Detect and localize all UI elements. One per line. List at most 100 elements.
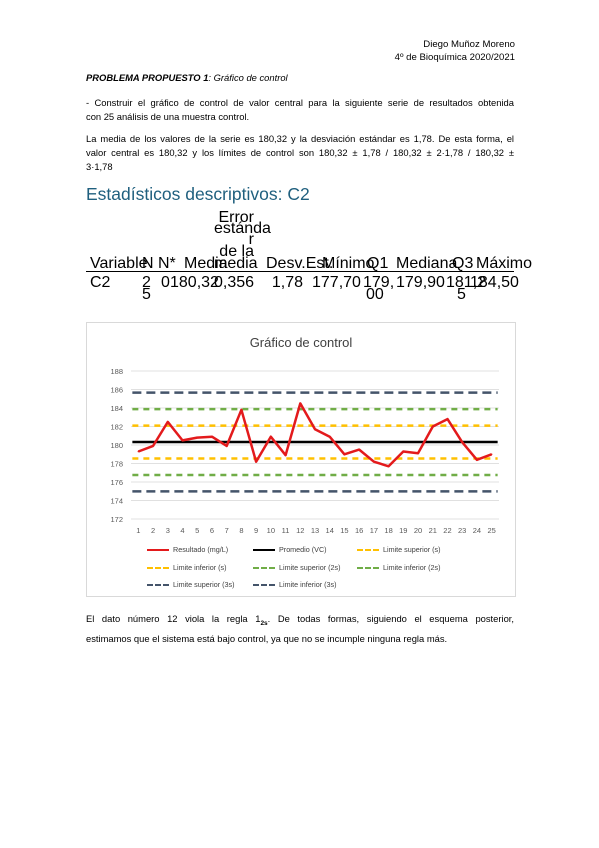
author-name: Diego Muñoz Moreno — [423, 39, 515, 50]
y-tick-label: 176 — [110, 478, 123, 487]
conclusion-line-2: estimamos que el sistema está bajo contr… — [86, 632, 448, 644]
data-point — [299, 402, 302, 405]
problem-label: PROBLEMA PROPUESTO 1 — [86, 72, 209, 83]
x-tick-label: 24 — [473, 526, 481, 535]
y-tick-label: 172 — [110, 515, 123, 524]
th-error-3: r — [248, 231, 254, 248]
th-mediana: Mediana — [396, 255, 458, 272]
data-point — [167, 421, 169, 423]
x-tick-label: 25 — [487, 526, 495, 535]
x-tick-label: 2 — [151, 526, 155, 535]
td-maximo: 184,50 — [470, 274, 519, 291]
data-point — [476, 459, 478, 461]
td-mediana: 179,90 — [396, 274, 445, 291]
data-point — [240, 409, 243, 411]
instruction-line-2: con 25 análisis de una muestra control. — [86, 111, 250, 122]
th-desv: Desv.Est. — [266, 255, 334, 272]
control-chart: Gráfico de control 172 174 176 178 180 182 184… — [86, 322, 516, 597]
data-point — [225, 445, 228, 447]
th-maximo: Máximo — [476, 255, 533, 272]
td-q1-2: 00 — [366, 286, 384, 303]
y-tick-label: 174 — [110, 497, 123, 506]
th-error-1: Error — [218, 209, 254, 226]
x-tick-label: 1 — [136, 526, 140, 535]
x-tick-label: 10 — [267, 526, 275, 535]
data-point — [255, 460, 257, 463]
conclusion-line-1: El dato número 12 viola la regla 12s. De… — [86, 611, 514, 631]
th-nstar: N* — [158, 255, 176, 272]
data-point — [211, 435, 213, 438]
legend-label: Resultado (mg/L) — [173, 545, 229, 554]
td-n-1: 2 — [142, 274, 151, 291]
x-tick-label: 17 — [370, 526, 378, 535]
problem-subtitle: : Gráfico de control — [208, 72, 288, 83]
data-point — [343, 453, 346, 456]
th-error-5: media — [214, 255, 258, 272]
td-nstar: 0 — [161, 274, 170, 291]
data-point — [490, 453, 493, 456]
x-tick-label: 5 — [195, 526, 199, 535]
legend-label: Limite inferior (s) — [173, 563, 227, 572]
course-label: 4º de Bioquímica 2020/2021 — [394, 52, 515, 63]
data-point — [196, 436, 199, 439]
td-q3-2: 5 — [457, 286, 466, 303]
x-tick-label: 8 — [239, 526, 243, 535]
problem-heading: PROBLEMA PROPUESTO 1: Gráfico de control — [86, 71, 514, 85]
legend-item-lim-sup-3s: Limite superior (3s) — [147, 580, 235, 589]
data-point — [373, 460, 375, 463]
legend-item-lim-sup-2s: Limite superior (2s) — [253, 563, 341, 572]
th-variable: Variable — [90, 255, 148, 272]
td-desv: 1,78 — [271, 274, 303, 291]
conclusion: El dato número 12 viola la regla 12s. De… — [86, 611, 514, 646]
legend-label: Limite inferior (3s) — [279, 580, 337, 589]
legend-item-promedio: Promedio (VC) — [253, 545, 327, 554]
data-point — [402, 450, 405, 453]
data-point — [387, 465, 390, 468]
legend-item-lim-inf-2s: Limite inferior (2s) — [357, 563, 441, 572]
table-rule — [86, 271, 514, 272]
td-n-2: 5 — [142, 286, 151, 303]
data-point — [314, 428, 316, 431]
x-tick-label: 21 — [429, 526, 437, 535]
x-tick-label: 13 — [311, 526, 319, 535]
legend-item-resultado: Resultado (mg/L) — [147, 545, 228, 554]
rule-subscript: 2s — [260, 619, 268, 627]
chart-title: Gráfico de control — [249, 335, 353, 350]
x-tick-label: 18 — [384, 526, 392, 535]
y-tick-label: 178 — [110, 460, 123, 469]
data-point — [328, 435, 331, 438]
th-q3: Q3 — [452, 255, 474, 272]
data-point — [137, 450, 140, 453]
conclusion-text-a: El dato número 12 viola la regla 1 — [86, 613, 261, 624]
data-point — [152, 445, 154, 447]
legend-label: Limite inferior (2s) — [383, 563, 441, 572]
y-tick-label: 180 — [110, 441, 123, 450]
x-tick-label: 22 — [443, 526, 451, 535]
legend-item-lim-inf-3s: Limite inferior (3s) — [253, 580, 337, 589]
x-tick-label: 7 — [225, 526, 229, 535]
th-media: Media — [184, 255, 228, 272]
th-minimo: Mínimo — [322, 255, 375, 272]
descriptive-title: Estadísticos descriptivos: C2 — [86, 184, 310, 204]
data-point — [417, 452, 419, 455]
td-variable: C2 — [90, 274, 111, 291]
th-n: N — [142, 255, 154, 272]
th-error-2: estánda — [214, 220, 271, 237]
stats-line-1: La media de los valores de la serie es 1… — [86, 133, 514, 144]
x-tick-label: 20 — [414, 526, 422, 535]
data-point — [461, 441, 464, 444]
data-point — [446, 418, 449, 420]
x-tick-label: 15 — [340, 526, 348, 535]
stats-line-3: 3·1,78 — [86, 161, 113, 172]
legend-item-lim-inf-s: Limite inferior (s) — [147, 563, 227, 572]
data-point — [284, 454, 287, 456]
instruction-line-1: - Construir el gráfico de control de val… — [86, 97, 514, 108]
legend-label: Limite superior (3s) — [173, 580, 235, 589]
td-q3-1: 181,2 — [446, 274, 487, 291]
x-tick-label: 4 — [180, 526, 184, 535]
legend-item-lim-sup-s: Limite superior (s) — [357, 545, 441, 554]
stats-line-2: valor central es 180,32 y los límites de… — [86, 147, 514, 158]
td-minimo: 177,70 — [312, 274, 361, 291]
x-tick-label: 12 — [296, 526, 304, 535]
